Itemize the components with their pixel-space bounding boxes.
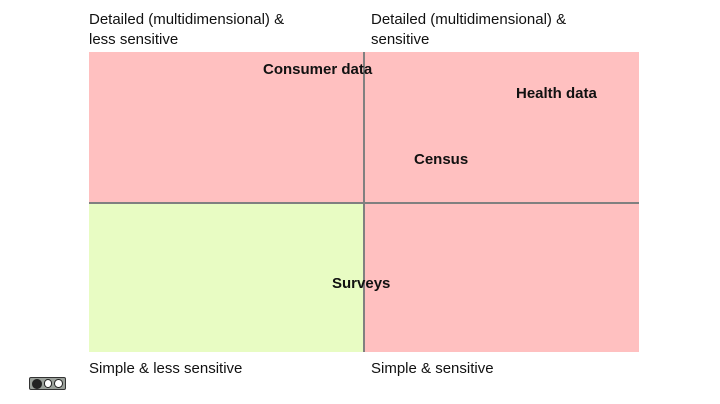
corner-label-detailed-less-sensitive: Detailed (multidimensional) & less sensi… [89,11,285,48]
item-consumer-data: Consumer data [263,61,373,78]
quadrant-detailed-less-sensitive [89,52,364,203]
cc-by-icon [43,379,53,388]
cc-nc-icon [54,379,64,388]
corner-label-simple-sensitive: Simple & sensitive [371,360,494,377]
horizontal-axis [89,202,639,204]
corner-label-detailed-sensitive: Detailed (multidimensional) & sensitive [371,11,567,48]
corner-label-simple-less-sensitive: Simple & less sensitive [89,360,243,377]
item-health-data: Health data [516,85,597,102]
quadrant-detailed-sensitive [364,52,639,203]
quadrant-simple-less-sensitive [89,203,364,352]
item-surveys: Surveys [332,275,391,292]
creative-commons-icon[interactable] [29,377,66,390]
quadrant-simple-sensitive [364,203,639,352]
cc-logo-icon [32,378,42,389]
item-census: Census [414,151,469,168]
